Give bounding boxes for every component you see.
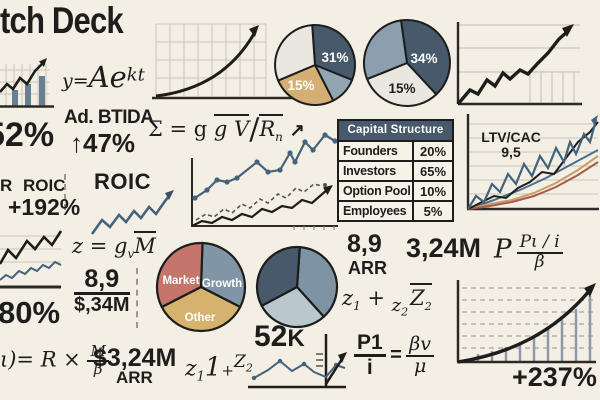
stat-fraction-89-34m: 8,9 $,34M (74, 265, 130, 317)
stat-arr-label: ARR (348, 258, 387, 278)
pie-slice-light (274, 24, 316, 82)
stat-80pct: 80% (0, 295, 61, 330)
pie-slice-market (155, 241, 204, 309)
stat-roic-label: ROIC (94, 169, 151, 194)
bars (12, 76, 45, 106)
dashed-divider (136, 268, 138, 328)
pie-slice-15b (366, 62, 438, 107)
table-row: Option Pool 10% (339, 182, 452, 202)
ltv-cac-chart (466, 114, 599, 211)
table-row: Employees 5% (339, 202, 452, 220)
table-row: Founders 20% (339, 142, 452, 162)
stat-roic-label-left: R ROIC (0, 176, 66, 195)
arrow-up-icon (249, 25, 259, 37)
pie-label-31: 31% (321, 50, 348, 65)
ltv-cac-label: LTV/CAC 9,5 (481, 129, 541, 161)
page-title: tch Deck (0, 0, 124, 41)
capital-structure-table: Capital Structure Founders 20% Investors 6… (337, 119, 454, 222)
formula-z122: z1 + z2Z2 (342, 283, 432, 319)
exp-growth-bars-chart (456, 280, 596, 364)
stat-89: 8,9 (347, 230, 382, 258)
bar-chart-top-left (0, 58, 54, 108)
pie-label-market: Market (162, 275, 199, 287)
arrow-up-icon (584, 283, 596, 297)
sine-axis-sparkline (248, 334, 347, 389)
dashed-divider (64, 174, 66, 210)
formula-exponential: y=Aekt (62, 60, 145, 94)
stat-52k: 52K (254, 320, 305, 353)
table-title: Capital Structure (339, 121, 452, 142)
stat-192pct: +192% (8, 194, 81, 220)
pie-slice-31 (311, 24, 357, 81)
stat-324m: 3,24M (406, 233, 482, 263)
formula-z11: z11+Z2 (185, 352, 253, 385)
table-row: Investors 65% (339, 162, 452, 182)
pie-chart-market: Market Growth Other (155, 241, 247, 333)
up-arrow-icon: ↑ (70, 128, 83, 158)
pie-slice-34 (400, 18, 451, 96)
stat-ad-btida-label: Ad. BTIDA (64, 107, 154, 128)
pie-slice-a (295, 246, 339, 318)
pie-label-34: 34% (410, 51, 437, 66)
pie-label-growth: Growth (202, 278, 242, 290)
growth-curve-chart (152, 23, 310, 100)
stat-237pct: +237% (512, 362, 597, 392)
multi-series-chart (191, 132, 338, 230)
pie-slice-b (260, 285, 325, 329)
stat-47pct: ↑47% (70, 128, 136, 158)
formula-zgm: z = gvM (72, 231, 156, 261)
pie-slice-growth (199, 241, 247, 309)
arrow-up-icon (39, 58, 47, 67)
arrow-up-icon (323, 185, 333, 195)
stat-arr-label-left: ARR (116, 368, 153, 387)
stat-52pct: 52% (0, 116, 55, 154)
pie-label-15b: 15% (388, 81, 415, 96)
roic-sparkline (90, 190, 174, 235)
zigzag-chart-top-right (456, 22, 582, 106)
arrow-up-icon (562, 24, 574, 37)
arrow-up-icon (165, 190, 174, 200)
pie-slice-c (255, 245, 301, 307)
left-sparkline-chart (0, 230, 63, 289)
arrow-up-icon (338, 352, 347, 363)
pie-chart-top-left: 31% 15% (274, 24, 357, 106)
formula-sigma: Σ = g g V∕Rn ↗ (148, 112, 305, 147)
pie-slice-grayb (362, 19, 408, 81)
pie-chart-top-right: 34% 15% (362, 18, 451, 107)
stat-dollar-324m: $3,24M (93, 344, 177, 372)
pie-label-15: 15% (287, 78, 314, 93)
formula-p1i: P1 i = βv μ (354, 331, 434, 379)
arrow-up-icon (591, 115, 598, 126)
pie-label-other: Other (185, 312, 216, 324)
ne-arrow-icon: ↗ (289, 120, 305, 140)
pie-chart-small (255, 245, 339, 329)
